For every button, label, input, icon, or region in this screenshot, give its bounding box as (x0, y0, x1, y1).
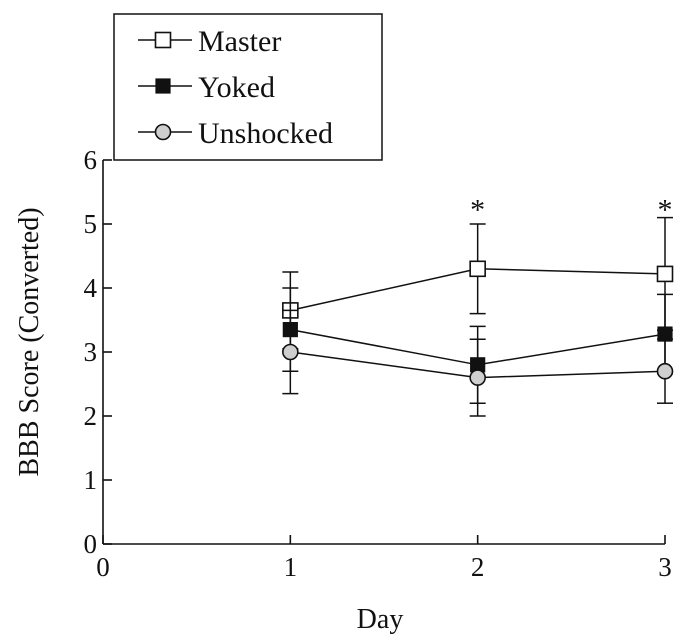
legend-item-yoked: Yoked (138, 71, 275, 104)
y-tick-label: 3 (84, 337, 98, 367)
y-axis-ticks: 0 1 2 3 4 5 6 (84, 145, 112, 559)
legend-label: Master (198, 25, 281, 58)
master-square-marker (154, 31, 172, 49)
x-tick-label: 3 (658, 552, 672, 582)
x-tick-label: 1 (284, 552, 298, 582)
y-tick-label: 0 (84, 529, 98, 559)
y-tick-label: 6 (84, 145, 98, 175)
x-tick-label: 0 (96, 552, 110, 582)
unshocked-circle-marker (656, 362, 674, 380)
master-square-marker (656, 265, 674, 283)
unshocked-circle-marker (154, 123, 172, 141)
unshocked-circle-marker (469, 369, 486, 386)
y-axis-title: BBB Score (Converted) (14, 207, 45, 476)
significance-star: * (658, 194, 673, 227)
y-tick-label: 2 (84, 401, 98, 431)
y-tick-label: 5 (84, 209, 98, 239)
series-unshocked (282, 309, 674, 417)
series-layer (282, 216, 674, 417)
legend: Master Yoked Unshocked (113, 13, 383, 161)
significance-star: * (470, 194, 485, 227)
unshocked-circle-marker (282, 343, 299, 361)
legend-item-unshocked: Unshocked (138, 117, 333, 150)
x-tick-label: 2 (471, 552, 485, 582)
legend-label: Yoked (198, 71, 275, 104)
legend-item-master: Master (138, 25, 281, 58)
chart-axes (102, 160, 665, 545)
master-square-marker (469, 260, 486, 278)
y-tick-label: 4 (84, 273, 98, 303)
legend-label: Unshocked (198, 117, 333, 150)
annotation-layer: * * (470, 194, 672, 227)
y-tick-label: 1 (84, 465, 98, 495)
yoked-square-marker (155, 78, 171, 94)
x-axis-ticks: 0 1 2 3 (96, 535, 672, 582)
x-axis-title: Day (357, 604, 404, 635)
